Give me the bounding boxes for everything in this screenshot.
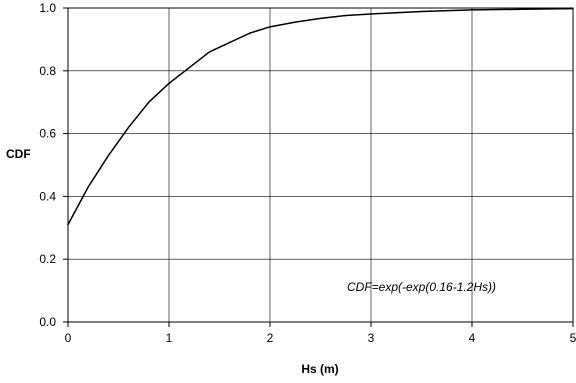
formula-annotation: CDF=exp(-exp(0.16-1.2Hs)) <box>347 280 496 294</box>
series <box>67 7 574 226</box>
grid <box>67 7 574 323</box>
y-tick-label: 0.4 <box>39 189 56 203</box>
x-tick-label: 4 <box>469 331 476 345</box>
plot-frame <box>67 7 574 323</box>
y-tick-label: 1.0 <box>39 1 56 15</box>
cdf-curve <box>67 7 574 226</box>
x-axis-title: Hs (m) <box>301 362 338 376</box>
y-tick-label: 0.6 <box>39 127 56 141</box>
tick-labels: 0 1 2 3 4 5 0.0 0.2 0.4 0.6 0.8 1.0 <box>39 1 576 345</box>
y-tick-label: 0.8 <box>39 64 56 78</box>
x-tick-label: 3 <box>368 331 375 345</box>
y-tick-label: 0.2 <box>39 252 56 266</box>
x-tick-label: 2 <box>267 331 274 345</box>
y-tick-label: 0.0 <box>39 315 56 329</box>
x-tick-label: 0 <box>65 331 72 345</box>
x-tick-label: 5 <box>570 331 576 345</box>
axes <box>63 7 574 327</box>
x-tick-label: 1 <box>166 331 173 345</box>
y-axis-title: CDF <box>6 147 31 161</box>
